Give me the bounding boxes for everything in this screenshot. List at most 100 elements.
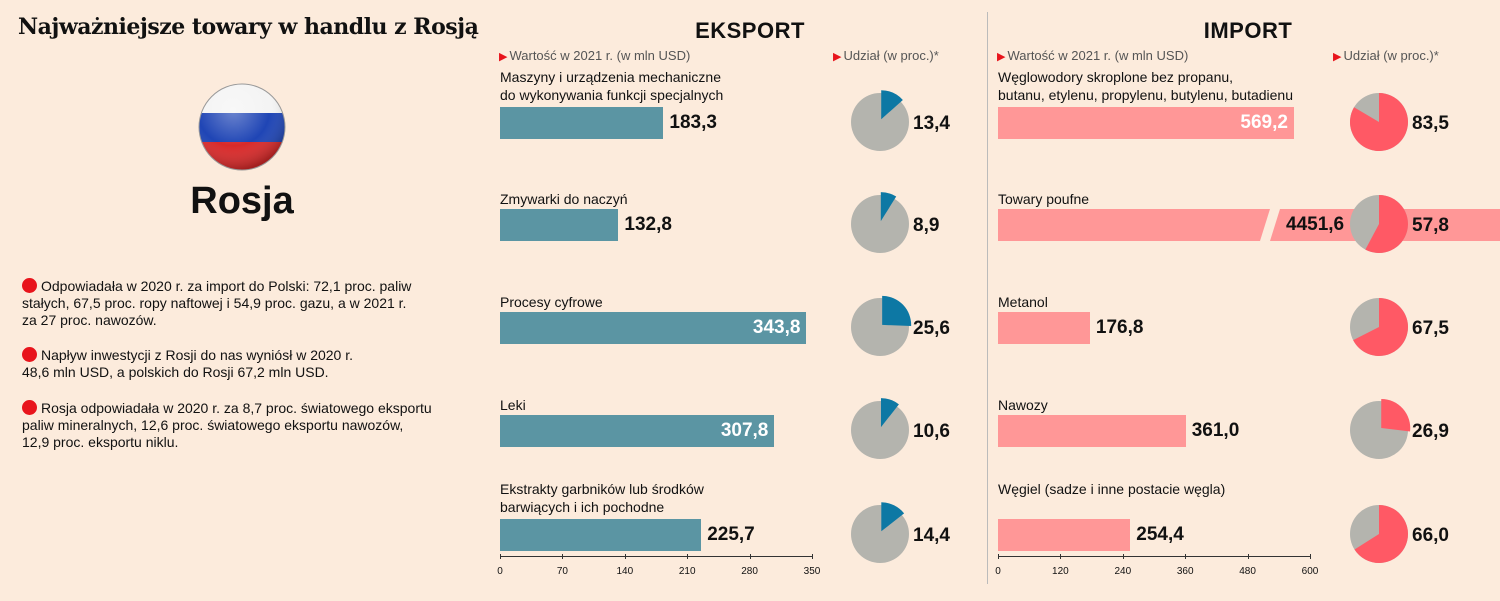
bar-value-label: 176,8 — [1095, 317, 1144, 338]
bar — [998, 107, 1294, 139]
share-value-label: 67,5 — [1412, 318, 1449, 339]
country-name: Rosja — [190, 180, 294, 222]
x-axis-tick-label: 210 — [678, 566, 696, 577]
bar-value-label: 132,8 — [624, 214, 672, 235]
x-axis-tick-label: 280 — [741, 566, 758, 577]
fact-note-2: Napływ inwestycji z Rosji do nas wyniósł… — [22, 347, 442, 381]
bar-value-label: 307,8 — [720, 420, 769, 441]
pie-share-slice — [881, 90, 903, 120]
bar — [998, 519, 1131, 551]
share-value-label: 66,0 — [1412, 525, 1449, 546]
bar — [998, 415, 1186, 447]
pie-share-slice — [882, 295, 912, 327]
x-axis-tick-label: 240 — [1114, 566, 1132, 577]
pie-share-slice — [1381, 399, 1411, 432]
category-label: Metanol — [998, 294, 1048, 310]
bar — [998, 312, 1090, 344]
x-axis-tick-label: 480 — [1239, 566, 1256, 577]
bar-value-label: 343,8 — [752, 317, 801, 338]
x-axis-tick-label: 0 — [995, 566, 1001, 577]
x-axis-tick — [687, 554, 689, 559]
share-value-label: 25,6 — [913, 318, 950, 339]
pie-share-slice — [1354, 505, 1408, 563]
x-axis-tick — [624, 554, 626, 559]
category-label: Leki — [500, 397, 526, 413]
bullet-icon — [22, 400, 37, 415]
bar-segment — [998, 209, 1270, 241]
share-pie — [851, 192, 909, 253]
bar — [500, 312, 807, 344]
x-axis-tick — [1060, 554, 1062, 559]
triangle-icon: ▶ — [499, 51, 508, 63]
share-value-label: 83,5 — [1412, 113, 1449, 134]
x-axis-tick — [749, 554, 751, 559]
share-value-label: 13,4 — [913, 113, 950, 134]
russia-flag-icon — [190, 82, 310, 172]
category-label: Towary poufne — [998, 191, 1090, 207]
share-pie — [1350, 505, 1408, 563]
export-share-label: ▶ Udział (w proc.)* — [833, 48, 939, 63]
chart-title: Najważniejsze towary w handlu z Rosją — [18, 14, 479, 40]
note-text: Rosja odpowiadała w 2020 r. za 8,7 proc.… — [22, 400, 432, 450]
bullet-icon — [22, 347, 37, 362]
category-label: Węgiel (sadze i inne postacie węgla) — [998, 481, 1226, 497]
triangle-icon: ▶ — [997, 51, 1006, 63]
x-axis-tick-label: 350 — [803, 566, 821, 577]
triangle-icon: ▶ — [833, 51, 842, 63]
fact-note-1: Odpowiadała w 2020 r. za import do Polsk… — [22, 278, 442, 329]
share-value-label: 8,9 — [913, 215, 940, 236]
pie-share-slice — [880, 398, 899, 428]
share-pie — [851, 398, 909, 459]
category-label: Zmywarki do naczyń — [500, 191, 628, 207]
x-axis-tick — [812, 554, 813, 559]
category-label: Maszyny i urządzenia mechaniczne do wyko… — [500, 69, 724, 103]
bar-value-label: 225,7 — [707, 524, 755, 545]
share-pie — [1350, 195, 1408, 253]
pie-share-slice — [1365, 195, 1408, 253]
export-value-label: ▶ Wartość w 2021 r. (w mln USD) — [499, 48, 691, 63]
category-label: Procesy cyfrowe — [500, 294, 603, 310]
pie-share-slice — [1350, 93, 1408, 151]
section-divider — [987, 12, 988, 584]
bar — [500, 519, 702, 551]
x-axis-tick-label: 600 — [1301, 566, 1319, 577]
share-value-label: 10,6 — [913, 421, 950, 442]
x-axis-tick — [998, 554, 999, 559]
pie-rest-slice — [851, 401, 909, 459]
fact-note-3: Rosja odpowiadała w 2020 r. za 8,7 proc.… — [22, 400, 442, 451]
x-axis-tick-label: 120 — [1052, 566, 1069, 577]
pie-rest-slice — [851, 195, 909, 253]
import-heading: IMPORT — [1203, 18, 1293, 43]
bar-value-label: 183,3 — [669, 112, 717, 133]
bar-value-label: 254,4 — [1136, 524, 1184, 545]
x-axis-tick-label: 0 — [497, 566, 503, 577]
x-axis-line — [500, 556, 812, 557]
x-axis-tick — [500, 554, 501, 559]
share-value-label: 14,4 — [913, 525, 950, 546]
bar-value-label: 361,0 — [1191, 420, 1240, 441]
bar-value-label: 4451,6 — [1286, 214, 1345, 235]
x-axis-tick-label: 360 — [1176, 566, 1194, 577]
share-pie — [851, 90, 909, 151]
share-value-label: 26,9 — [1412, 421, 1449, 442]
share-pie — [851, 502, 909, 563]
category-label: Ekstrakty garbników lub środków barwiący… — [500, 481, 704, 515]
bullet-icon — [22, 278, 37, 293]
x-axis-tick-label: 70 — [556, 566, 568, 577]
x-axis-tick — [1247, 554, 1249, 559]
bar — [500, 107, 664, 139]
import-value-label: ▶ Wartość w 2021 r. (w mln USD) — [997, 48, 1189, 63]
triangle-icon: ▶ — [1333, 51, 1342, 63]
category-label: Nawozy — [998, 397, 1048, 413]
x-axis-tick — [1185, 554, 1187, 559]
pie-rest-slice — [851, 93, 909, 151]
x-axis-tick-label: 140 — [616, 566, 634, 577]
x-axis-tick — [562, 554, 564, 559]
import-share-label: ▶ Udział (w proc.)* — [1333, 48, 1439, 63]
bar — [500, 209, 619, 241]
bar — [500, 415, 775, 447]
bar-value-label: 569,2 — [1240, 112, 1288, 133]
share-pie — [1350, 298, 1408, 356]
pie-share-slice — [880, 192, 897, 222]
share-pie — [851, 295, 912, 356]
